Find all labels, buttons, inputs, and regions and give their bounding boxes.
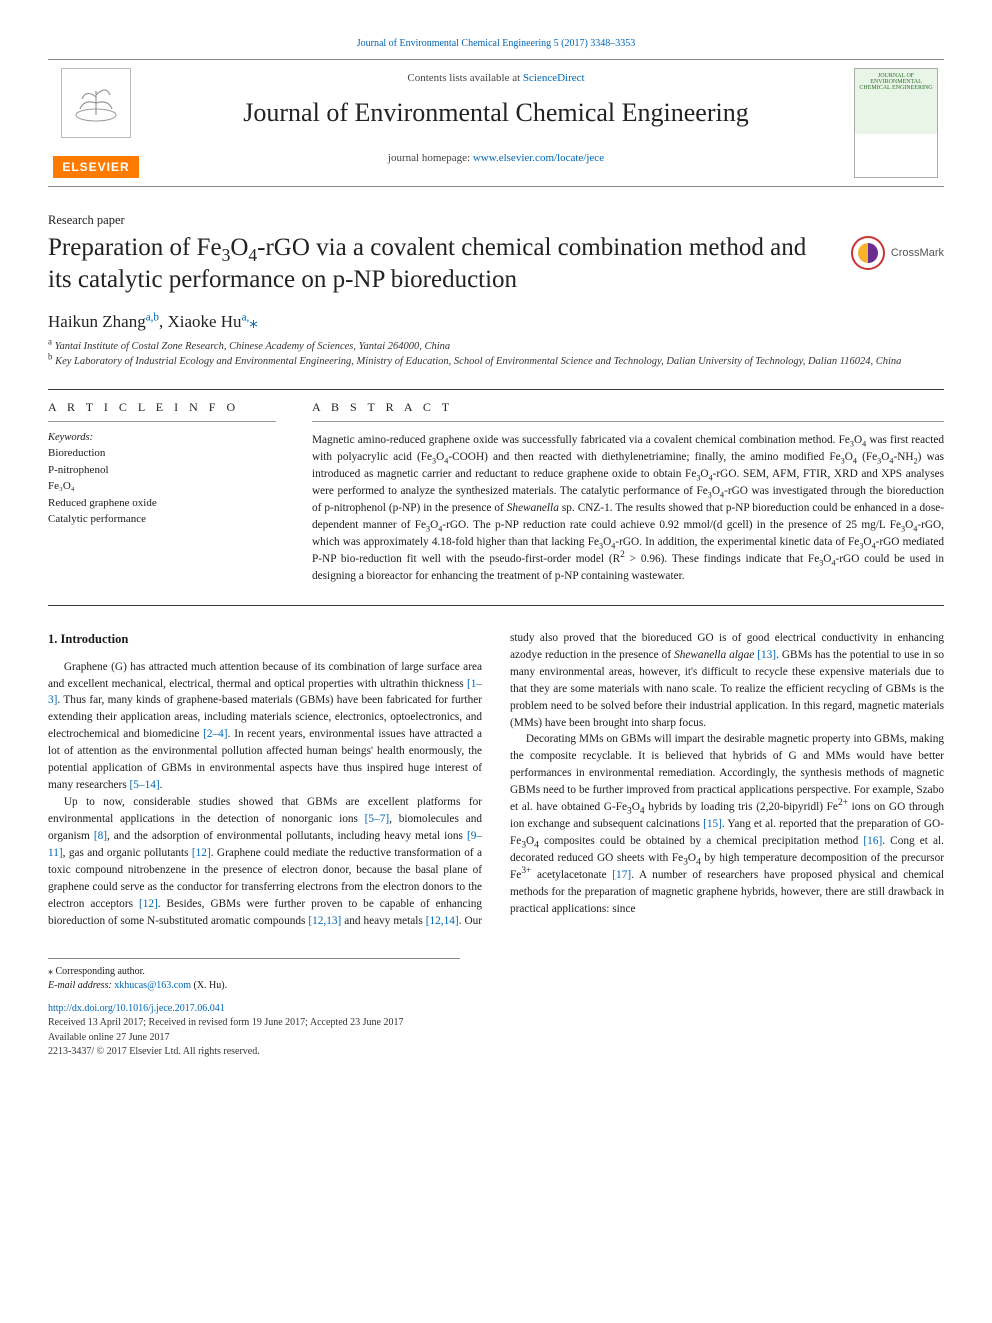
masthead-center: Contents lists available at ScienceDirec… — [144, 68, 848, 178]
rule-below-abstract — [48, 605, 944, 606]
abstract-block: A B S T R A C T Magnetic amino-reduced g… — [312, 400, 944, 584]
corr-marker: ⁎ — [48, 966, 53, 977]
keyword-item: Fe₃O₄ — [48, 478, 276, 495]
journal-masthead: ELSEVIER Contents lists available at Sci… — [48, 59, 944, 187]
keyword-item: Bioreduction — [48, 445, 276, 462]
cover-column: JOURNAL OF ENVIRONMENTAL CHEMICAL ENGINE… — [848, 68, 944, 178]
copyright-line: 2213-3437/ © 2017 Elsevier Ltd. All righ… — [48, 1045, 460, 1060]
email-owner: (X. Hu). — [194, 980, 228, 991]
elsevier-logo: ELSEVIER — [53, 156, 139, 178]
crossmark-ring-icon — [851, 236, 885, 270]
affiliation-item: b Key Laboratory of Industrial Ecology a… — [48, 355, 944, 370]
rule-under-article-info — [48, 421, 276, 422]
abstract-heading: A B S T R A C T — [312, 400, 944, 415]
keyword-item: P-nitrophenol — [48, 462, 276, 479]
elsevier-tree-icon — [61, 68, 131, 138]
abstract-text: Magnetic amino-reduced graphene oxide wa… — [312, 432, 944, 584]
homepage-link[interactable]: www.elsevier.com/locate/jece — [473, 152, 604, 164]
keyword-item: Catalytic performance — [48, 511, 276, 528]
article-info-block: A R T I C L E I N F O Keywords: Bioreduc… — [48, 400, 276, 584]
meta-row: A R T I C L E I N F O Keywords: Bioreduc… — [48, 400, 944, 584]
article-body: 1. Introduction Graphene (G) has attract… — [48, 630, 944, 930]
author-list: Haikun Zhanga,b, Xiaoke Hua,⁎ — [48, 312, 944, 332]
corresponding-author-line: ⁎ Corresponding author. — [48, 965, 460, 980]
history-line: Received 13 April 2017; Received in revi… — [48, 1016, 460, 1031]
sciencedirect-link[interactable]: ScienceDirect — [523, 72, 585, 84]
journal-homepage-line: journal homepage: www.elsevier.com/locat… — [156, 152, 836, 164]
contents-prefix: Contents lists available at — [407, 72, 522, 84]
cover-label: JOURNAL OF ENVIRONMENTAL CHEMICAL ENGINE… — [859, 73, 933, 91]
crossmark-badge[interactable]: CrossMark — [851, 236, 944, 270]
crossmark-inner-icon — [858, 243, 878, 263]
publisher-column: ELSEVIER — [48, 68, 144, 178]
journal-name: Journal of Environmental Chemical Engine… — [156, 98, 836, 128]
footnotes-block: ⁎ Corresponding author. E-mail address: … — [48, 958, 460, 1060]
crossmark-label: CrossMark — [891, 247, 944, 259]
running-head: Journal of Environmental Chemical Engine… — [48, 38, 944, 49]
affiliation-item: a Yantai Institute of Costal Zone Resear… — [48, 340, 944, 355]
article-title: Preparation of Fe3O4-rGO via a covalent … — [48, 232, 833, 296]
contents-line: Contents lists available at ScienceDirec… — [156, 72, 836, 84]
running-head-link[interactable]: Journal of Environmental Chemical Engine… — [357, 38, 636, 49]
article-type: Research paper — [48, 213, 944, 228]
section-heading-intro: 1. Introduction — [48, 630, 482, 649]
keywords-list: BioreductionP-nitrophenolFe₃O₄Reduced gr… — [48, 445, 276, 528]
title-row: Preparation of Fe3O4-rGO via a covalent … — [48, 232, 944, 296]
body-paragraph: Graphene (G) has attracted much attentio… — [48, 659, 482, 795]
body-paragraph: Decorating MMs on GBMs will impart the d… — [510, 731, 944, 917]
journal-cover-thumb: JOURNAL OF ENVIRONMENTAL CHEMICAL ENGINE… — [854, 68, 938, 178]
email-line: E-mail address: xkhucas@163.com (X. Hu). — [48, 979, 460, 994]
keywords-label: Keywords: — [48, 432, 276, 443]
corr-email-link[interactable]: xkhucas@163.com — [114, 980, 191, 991]
article-info-heading: A R T I C L E I N F O — [48, 400, 276, 415]
online-line: Available online 27 June 2017 — [48, 1031, 460, 1046]
corr-text: Corresponding author. — [56, 966, 145, 977]
rule-above-meta — [48, 389, 944, 390]
affiliation-list: a Yantai Institute of Costal Zone Resear… — [48, 340, 944, 369]
rule-under-abstract-heading — [312, 421, 944, 422]
doi-link[interactable]: http://dx.doi.org/10.1016/j.jece.2017.06… — [48, 1003, 225, 1014]
email-label: E-mail address: — [48, 980, 112, 991]
doi-line: http://dx.doi.org/10.1016/j.jece.2017.06… — [48, 1002, 460, 1017]
keyword-item: Reduced graphene oxide — [48, 495, 276, 512]
homepage-prefix: journal homepage: — [388, 152, 473, 164]
